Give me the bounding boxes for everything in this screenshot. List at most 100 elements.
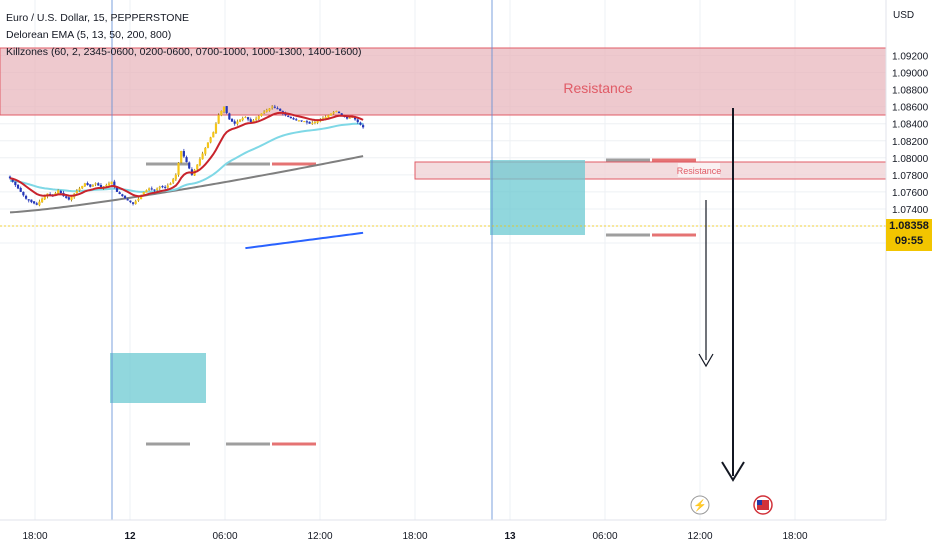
candle-body <box>65 196 68 198</box>
candle-body <box>198 159 202 165</box>
candle-body <box>107 183 111 186</box>
candle-body <box>345 116 349 119</box>
candle-body <box>43 196 46 200</box>
ema-800-line <box>245 231 364 250</box>
candle-body <box>225 106 228 114</box>
time-tick-label: 12 <box>124 531 136 542</box>
candle-body <box>238 119 242 122</box>
candle-body <box>57 190 60 194</box>
candle-body <box>214 123 218 133</box>
last-price-tag: 1.08358 09:55 <box>886 219 932 251</box>
candle-body <box>172 179 175 183</box>
candle-body <box>126 199 129 201</box>
candle-body <box>113 181 116 187</box>
candle-body <box>217 115 220 124</box>
candle-body <box>244 116 247 118</box>
killzone-box-2 <box>490 160 585 235</box>
resistance-label-small: Resistance <box>677 166 722 176</box>
candle-body <box>169 183 172 185</box>
candle-body <box>252 120 255 123</box>
candle-body <box>316 120 319 123</box>
candle-body <box>38 201 41 206</box>
candle-body <box>292 118 295 120</box>
candle-body <box>91 185 95 187</box>
legend-symbol: Euro / U.S. Dollar, 15, PEPPERSTONE <box>6 12 190 24</box>
candle-body <box>11 178 14 182</box>
candle-body <box>308 121 311 124</box>
candle-body <box>67 197 70 200</box>
candle-body <box>185 157 188 163</box>
candle-body <box>263 111 266 113</box>
killzone-box-1 <box>110 353 206 403</box>
candle-body <box>14 181 17 186</box>
candle-body <box>110 181 113 185</box>
candle-body <box>59 190 62 194</box>
candle-body <box>164 186 167 188</box>
candle-body <box>16 184 20 189</box>
candle-body <box>75 191 78 193</box>
candle-body <box>305 121 309 123</box>
killzone-range-lines <box>146 158 696 446</box>
candle-body <box>174 174 177 180</box>
time-tick-label: 18:00 <box>402 531 427 542</box>
candle-body <box>153 189 156 191</box>
currency-label: USD <box>893 10 915 21</box>
candle-body <box>246 117 250 120</box>
time-scale-ticks: 18:00 12 06:00 12:00 18:00 13 06:00 12:00 18:00 <box>22 531 807 542</box>
candle-body <box>327 115 330 118</box>
legend-killzones: Killzones (60, 2, 2345-0600, 0200-0600, … <box>6 46 362 58</box>
candle-body <box>22 191 25 196</box>
candle-body <box>86 183 89 186</box>
candle-body <box>220 110 223 116</box>
candlestick-series <box>8 104 365 207</box>
bar-countdown: 09:55 <box>894 235 924 247</box>
projection-arrowhead-long <box>721 461 745 482</box>
legend-ema: Delorean EMA (5, 13, 50, 200, 800) <box>6 29 172 41</box>
candle-body <box>337 111 341 114</box>
candle-body <box>228 113 231 120</box>
candle-body <box>94 183 97 185</box>
candle-body <box>83 183 86 187</box>
candle-body <box>105 185 108 187</box>
lightning-event-icon[interactable] <box>690 495 710 515</box>
resistance-zone-small <box>414 161 887 180</box>
candle-body <box>8 176 12 179</box>
candle-body <box>206 142 210 148</box>
candle-body <box>236 121 239 124</box>
candle-body <box>27 199 30 201</box>
candle-body <box>340 113 343 116</box>
time-tick-label: 12:00 <box>307 531 332 542</box>
candle-body <box>362 125 365 128</box>
last-price-value: 1.08358 <box>889 220 929 232</box>
price-tick-label: 1.08800 <box>892 86 929 97</box>
candle-body <box>129 200 132 203</box>
us-flag-icon <box>757 500 769 510</box>
candle-body <box>212 132 215 138</box>
candle-body <box>99 185 103 188</box>
candle-body <box>156 188 159 190</box>
candle-body <box>161 186 164 188</box>
price-tick-label: 1.08600 <box>892 103 929 114</box>
candle-body <box>118 192 121 195</box>
candle-body <box>297 120 300 122</box>
candle-body <box>204 147 207 154</box>
candle-body <box>356 119 359 122</box>
candle-body <box>257 116 260 119</box>
candle-body <box>166 185 169 188</box>
price-tick-label: 1.09200 <box>892 52 929 63</box>
candle-body <box>115 187 119 192</box>
candle-body <box>324 116 327 119</box>
lightning-icon: ⚡ <box>693 499 707 512</box>
candle-body <box>289 116 292 119</box>
candle-body <box>70 196 73 200</box>
candle-body <box>222 106 226 112</box>
price-scale-panel[interactable] <box>886 0 932 520</box>
candle-body <box>230 119 234 122</box>
candle-body <box>335 110 338 112</box>
candle-body <box>89 184 92 187</box>
candle-body <box>150 188 153 190</box>
time-scale-panel[interactable] <box>0 520 932 550</box>
candle-body <box>97 183 100 186</box>
candle-body <box>255 118 258 120</box>
